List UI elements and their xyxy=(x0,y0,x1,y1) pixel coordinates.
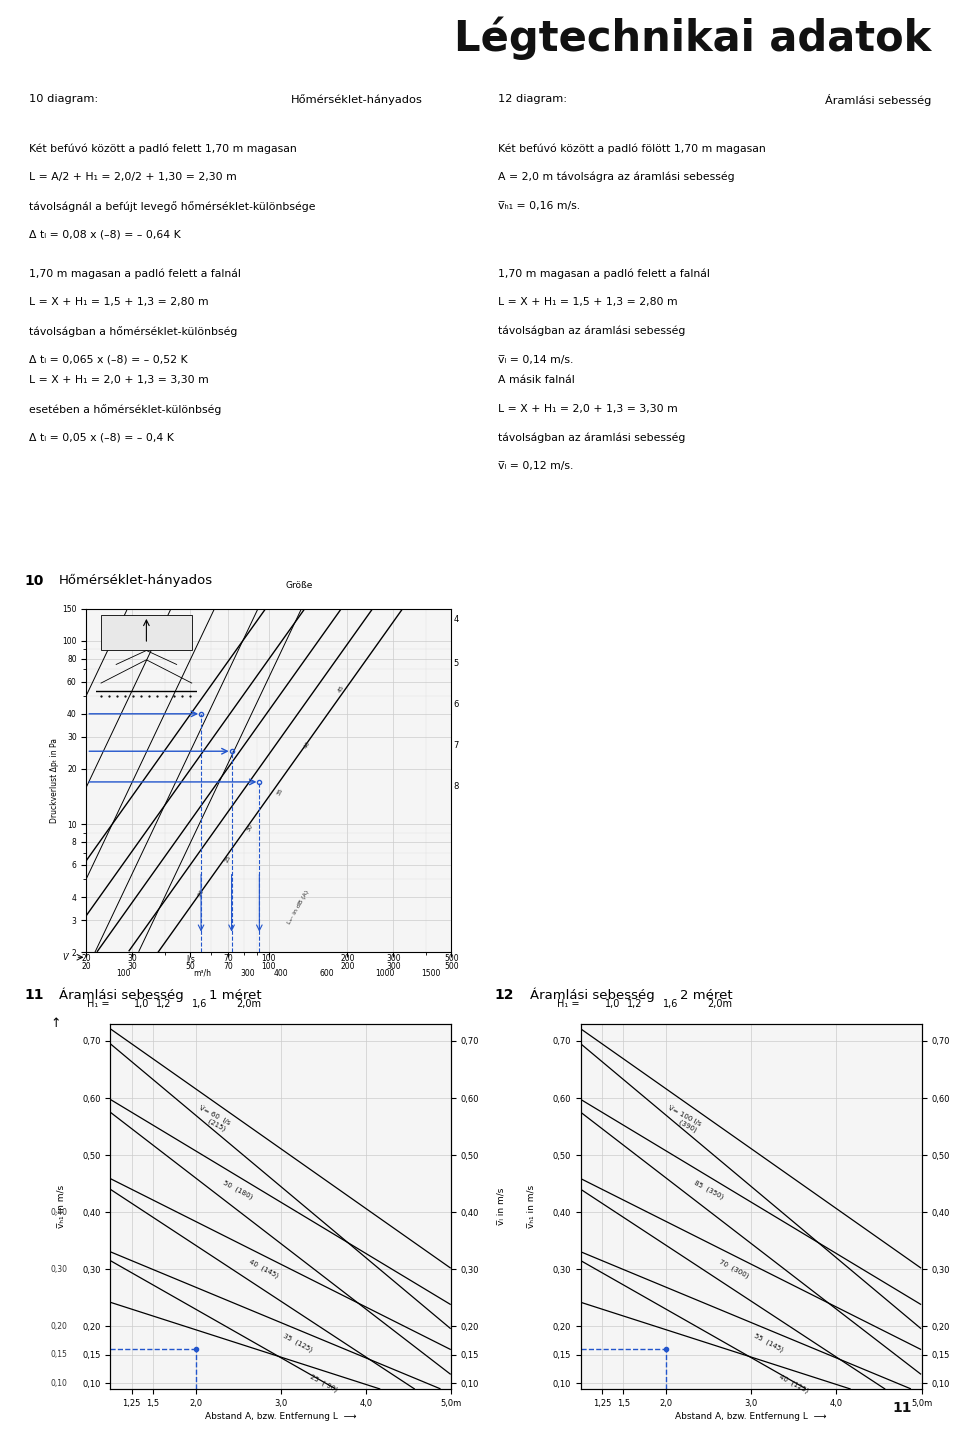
Text: 30: 30 xyxy=(247,823,254,833)
Text: Áramlási sebesség: Áramlási sebesség xyxy=(530,988,655,1002)
Text: 2,0m: 2,0m xyxy=(707,1000,732,1010)
Text: 2 méret: 2 méret xyxy=(680,988,732,1002)
Text: L = X + H₁ = 1,5 + 1,3 = 2,80 m: L = X + H₁ = 1,5 + 1,3 = 2,80 m xyxy=(29,296,208,306)
Text: Áramlási sebesség: Áramlási sebesség xyxy=(825,95,931,106)
Text: 500: 500 xyxy=(444,954,459,964)
Text: 200: 200 xyxy=(340,954,354,964)
Text: 1500: 1500 xyxy=(420,969,441,978)
Text: 25  ( 90): 25 ( 90) xyxy=(308,1373,338,1393)
Text: ↑: ↑ xyxy=(51,1017,60,1031)
Text: 35  (125): 35 (125) xyxy=(282,1333,314,1353)
Text: Größe: Größe xyxy=(285,581,313,590)
Text: 25: 25 xyxy=(225,853,232,863)
Text: 55  (145): 55 (145) xyxy=(753,1333,784,1353)
Text: Δ tₗ = 0,05 x (–8) = – 0,4 K: Δ tₗ = 0,05 x (–8) = – 0,4 K xyxy=(29,432,174,442)
Text: 10: 10 xyxy=(24,574,43,587)
Text: 0,20: 0,20 xyxy=(50,1322,67,1330)
Text: 2,0m: 2,0m xyxy=(236,1000,261,1010)
Text: A = 2,0 m távolságra az áramlási sebesség: A = 2,0 m távolságra az áramlási sebessé… xyxy=(498,172,734,182)
Text: V̇= 60  l/s
      (215): V̇= 60 l/s (215) xyxy=(194,1104,231,1133)
Text: távolságban az áramlási sebesség: távolságban az áramlási sebesség xyxy=(498,326,685,337)
Text: H₁ =: H₁ = xyxy=(86,1000,109,1010)
Text: 1000: 1000 xyxy=(375,969,395,978)
Bar xyxy=(101,616,192,650)
Text: 7: 7 xyxy=(453,740,459,749)
Y-axis label: Druckverlust Δpₜ in Pa: Druckverlust Δpₜ in Pa xyxy=(50,737,60,823)
Text: 85  (350): 85 (350) xyxy=(693,1180,725,1200)
Text: 1 méret: 1 méret xyxy=(209,988,262,1002)
Text: távolságnál a befújt levegő hőmérséklet-különbsége: távolságnál a befújt levegő hőmérséklet-… xyxy=(29,200,315,212)
Text: 11: 11 xyxy=(893,1400,912,1415)
Text: 20: 20 xyxy=(197,889,205,898)
Text: 1,0: 1,0 xyxy=(605,1000,620,1010)
Y-axis label: v̅ₗ in m/s: v̅ₗ in m/s xyxy=(496,1187,505,1226)
Text: 4: 4 xyxy=(453,616,459,624)
Text: v̅ₕ₁ = 0,16 m/s.: v̅ₕ₁ = 0,16 m/s. xyxy=(498,200,580,211)
Text: távolságban az áramlási sebesség: távolságban az áramlási sebesség xyxy=(498,432,685,442)
Text: 1,0: 1,0 xyxy=(134,1000,150,1010)
Text: l/s: l/s xyxy=(186,954,195,964)
Text: V̇: V̇ xyxy=(62,952,68,962)
Text: távolságban a hőmérséklet-különbség: távolságban a hőmérséklet-különbség xyxy=(29,326,237,337)
Text: m³/h: m³/h xyxy=(193,969,211,978)
Text: L = A/2 + H₁ = 2,0/2 + 1,30 = 2,30 m: L = A/2 + H₁ = 2,0/2 + 1,30 = 2,30 m xyxy=(29,172,236,182)
Text: 10 diagram:: 10 diagram: xyxy=(29,95,98,105)
Text: 1,70 m magasan a padló felett a falnál: 1,70 m magasan a padló felett a falnál xyxy=(29,268,241,279)
Text: L = X + H₁ = 2,0 + 1,3 = 3,30 m: L = X + H₁ = 2,0 + 1,3 = 3,30 m xyxy=(29,375,208,385)
Text: 40  (125): 40 (125) xyxy=(779,1373,809,1395)
Text: 40  (145): 40 (145) xyxy=(248,1259,279,1279)
Text: 400: 400 xyxy=(274,969,288,978)
Text: H₁ =: H₁ = xyxy=(557,1000,580,1010)
Text: 35: 35 xyxy=(276,788,283,796)
Text: 70: 70 xyxy=(224,954,233,964)
Y-axis label: v̅ₕ₁ in m/s: v̅ₕ₁ in m/s xyxy=(57,1184,65,1229)
Text: V̇= 100 l/s
       (390): V̇= 100 l/s (390) xyxy=(663,1104,703,1134)
Text: 300: 300 xyxy=(241,969,255,978)
Y-axis label: v̅ₕ₁ in m/s: v̅ₕ₁ in m/s xyxy=(527,1184,536,1229)
Text: 0,30: 0,30 xyxy=(50,1264,67,1273)
Text: 5: 5 xyxy=(453,659,459,669)
Text: 1,2: 1,2 xyxy=(627,1000,642,1010)
Text: Két befúvó között a padló felett 1,70 m magasan: Két befúvó között a padló felett 1,70 m … xyxy=(29,143,297,153)
Text: 12 diagram:: 12 diagram: xyxy=(498,95,567,105)
Text: 20: 20 xyxy=(82,954,91,964)
Text: v̅ₗ = 0,12 m/s.: v̅ₗ = 0,12 m/s. xyxy=(498,461,573,471)
Text: 100: 100 xyxy=(261,954,276,964)
Text: v̅ₗ = 0,14 m/s.: v̅ₗ = 0,14 m/s. xyxy=(498,355,573,365)
Text: 70  (300): 70 (300) xyxy=(718,1259,750,1280)
Text: 300: 300 xyxy=(386,954,400,964)
Text: Lₐ– in dB (A): Lₐ– in dB (A) xyxy=(286,889,310,925)
Text: 0,40: 0,40 xyxy=(50,1207,67,1217)
Text: Hőmérséklet-hányados: Hőmérséklet-hányados xyxy=(59,574,213,587)
X-axis label: Abstand A, bzw. Entfernung L  ⟶: Abstand A, bzw. Entfernung L ⟶ xyxy=(676,1412,827,1421)
X-axis label: Abstand A, bzw. Entfernung L  ⟶: Abstand A, bzw. Entfernung L ⟶ xyxy=(205,1412,356,1421)
Text: Két befúvó között a padló fölött 1,70 m magasan: Két befúvó között a padló fölött 1,70 m … xyxy=(498,143,766,153)
Text: A másik falnál: A másik falnál xyxy=(498,375,575,385)
Text: 100: 100 xyxy=(116,969,131,978)
Text: 11: 11 xyxy=(24,988,43,1002)
Text: 8: 8 xyxy=(453,782,459,792)
Text: Légtechnikai adatok: Légtechnikai adatok xyxy=(454,16,931,60)
Text: Áramlási sebesség: Áramlási sebesség xyxy=(60,988,184,1002)
Text: 12: 12 xyxy=(494,988,514,1002)
Text: L = X + H₁ = 1,5 + 1,3 = 2,80 m: L = X + H₁ = 1,5 + 1,3 = 2,80 m xyxy=(498,296,678,306)
Text: 1,6: 1,6 xyxy=(662,1000,678,1010)
Text: esetében a hőmérséklet-különbség: esetében a hőmérséklet-különbség xyxy=(29,404,221,415)
Text: 30: 30 xyxy=(128,954,137,964)
Text: 0,10: 0,10 xyxy=(50,1379,67,1388)
Text: 45: 45 xyxy=(338,684,346,693)
Text: 40: 40 xyxy=(302,740,311,750)
Text: Δ tₗ = 0,08 x (–8) = – 0,64 K: Δ tₗ = 0,08 x (–8) = – 0,64 K xyxy=(29,229,180,239)
Text: 50  (180): 50 (180) xyxy=(223,1180,254,1200)
Text: 1,70 m magasan a padló felett a falnál: 1,70 m magasan a padló felett a falnál xyxy=(498,268,710,279)
Text: 1,6: 1,6 xyxy=(192,1000,207,1010)
Text: 6: 6 xyxy=(453,700,459,709)
Text: 0,15: 0,15 xyxy=(50,1350,67,1359)
Text: Δ tₗ = 0,065 x (–8) = – 0,52 K: Δ tₗ = 0,065 x (–8) = – 0,52 K xyxy=(29,355,187,365)
Text: 1,2: 1,2 xyxy=(156,1000,172,1010)
Text: 600: 600 xyxy=(320,969,334,978)
Text: L = X + H₁ = 2,0 + 1,3 = 3,30 m: L = X + H₁ = 2,0 + 1,3 = 3,30 m xyxy=(498,404,678,414)
Text: Hőmérséklet-hányados: Hőmérséklet-hányados xyxy=(291,95,422,106)
